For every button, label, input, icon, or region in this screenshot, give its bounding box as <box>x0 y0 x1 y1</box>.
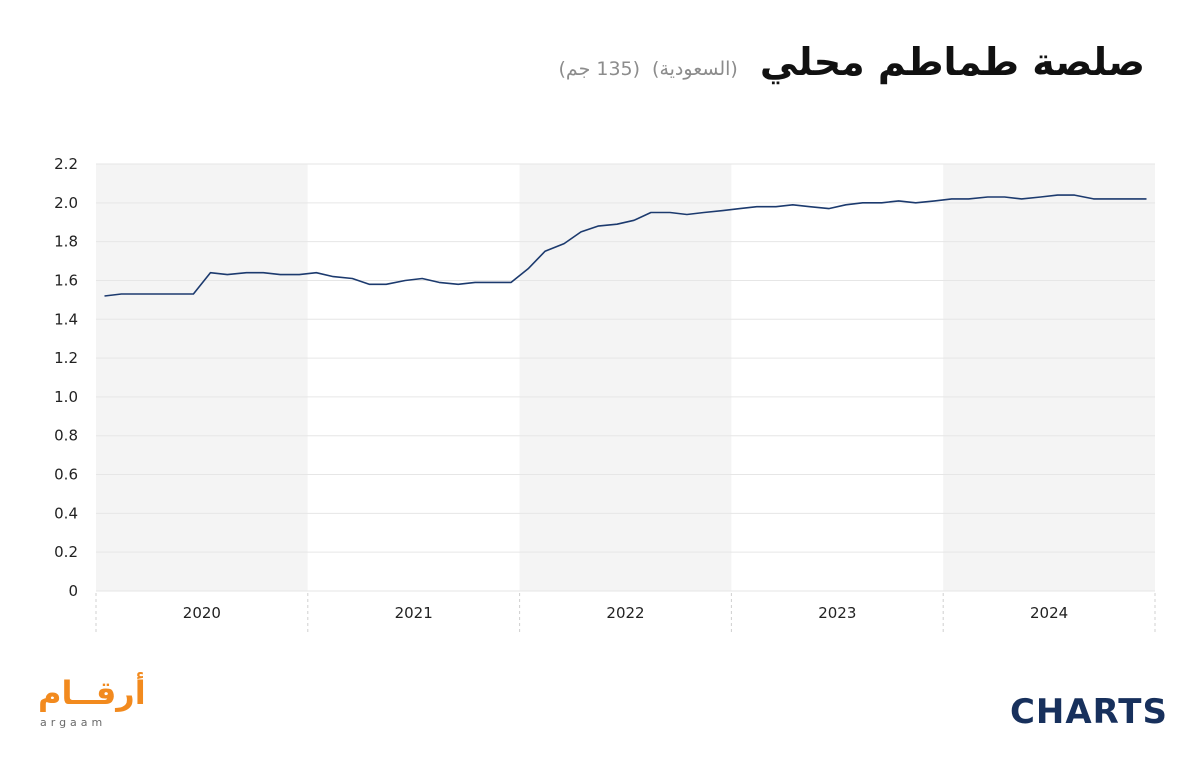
year-band-2023 <box>731 164 944 591</box>
y-tick-label: 0 <box>68 582 78 600</box>
grid-lines <box>96 163 1155 592</box>
series-group <box>104 194 1147 297</box>
year-band-2024 <box>943 164 1155 591</box>
y-axis-ticks: 0 0.2 0.4 0.6 0.8 1.0 1.2 1.4 1.6 1.8 2.0 2.2 <box>54 155 78 600</box>
y-tick-label: 0.2 <box>54 543 78 561</box>
series-line-0 <box>104 194 1147 297</box>
x-tick-label: 2023 <box>818 604 856 622</box>
year-band-2021 <box>307 164 520 591</box>
x-tick-label: 2024 <box>1030 604 1068 622</box>
argaam-logo: أرقــام argaam <box>38 674 148 730</box>
y-tick-label: 1.0 <box>54 388 78 406</box>
year-band-2020 <box>96 164 308 591</box>
year-band-2022 <box>519 164 732 591</box>
y-tick-label: 1.6 <box>54 271 78 289</box>
x-tick-label: 2022 <box>606 604 644 622</box>
y-tick-label: 2.2 <box>54 155 78 173</box>
charts-logo: CHARTS <box>1009 692 1168 732</box>
y-tick-label: 0.6 <box>54 466 78 484</box>
chart-title: صلصة طماطم محلي <box>759 40 1145 84</box>
y-tick-label: 0.8 <box>54 427 78 445</box>
y-tick-label: 1.2 <box>54 349 78 367</box>
chart-subtitle-country: (السعودية) <box>652 58 738 80</box>
y-tick-label: 1.8 <box>54 233 78 251</box>
chart-header: صلصة طماطم محلي (السعودية) (135 جم) <box>559 40 1145 84</box>
argaam-logo-arabic: أرقــام <box>38 674 147 712</box>
chart-subtitle-size: (135 جم) <box>558 58 641 80</box>
y-tick-label: 1.4 <box>54 310 78 328</box>
y-tick-label: 0.4 <box>54 504 78 522</box>
x-tick-label: 2021 <box>395 604 433 622</box>
x-axis: 2020 2021 2022 2023 2024 <box>95 593 1156 633</box>
x-tick-label: 2020 <box>183 604 221 622</box>
year-bands <box>96 164 1155 591</box>
y-tick-label: 2.0 <box>54 194 78 212</box>
argaam-logo-latin: argaam <box>40 716 107 729</box>
